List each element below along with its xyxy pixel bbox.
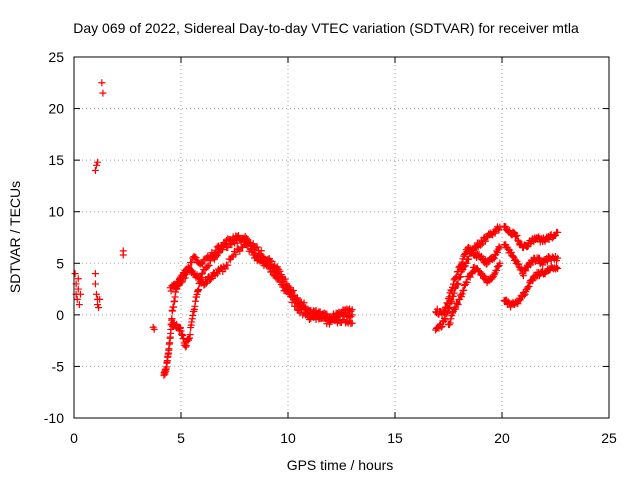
x-tick-label: 0: [70, 430, 78, 446]
chart-title: Day 069 of 2022, Sidereal Day-to-day VTE…: [73, 20, 579, 36]
y-tick-label: 20: [48, 101, 64, 117]
x-tick-label: 25: [601, 430, 617, 446]
x-tick-label: 5: [177, 430, 185, 446]
y-tick-label: 25: [48, 49, 64, 65]
y-tick-label: -10: [44, 410, 64, 426]
sdtvar-chart: Day 069 of 2022, Sidereal Day-to-day VTE…: [0, 0, 640, 480]
y-axis-label: SDTVAR / TECUs: [7, 181, 23, 293]
y-tick-label: 0: [56, 307, 64, 323]
y-tick-label: -5: [52, 358, 65, 374]
y-tick-label: 10: [48, 204, 64, 220]
y-tick-label: 15: [48, 152, 64, 168]
x-axis-label: GPS time / hours: [287, 457, 394, 473]
x-tick-label: 10: [280, 430, 296, 446]
x-tick-label: 15: [387, 430, 403, 446]
y-tick-label: 5: [56, 255, 64, 271]
x-tick-label: 20: [494, 430, 510, 446]
